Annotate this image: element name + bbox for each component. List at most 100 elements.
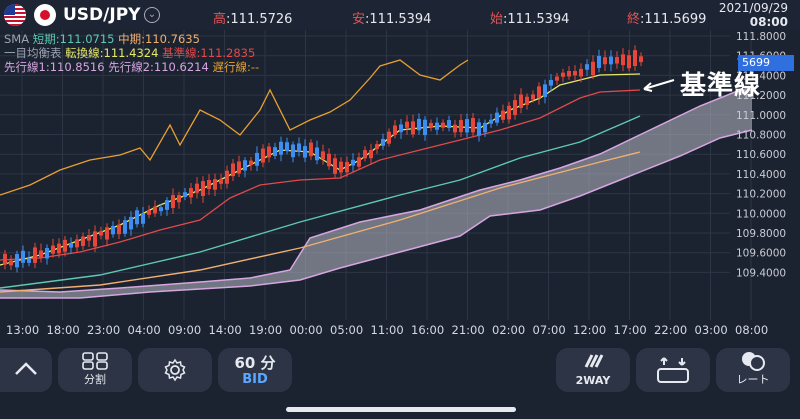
candle-down bbox=[381, 138, 385, 146]
candle-up bbox=[363, 150, 367, 159]
grid-icon bbox=[82, 352, 108, 370]
candle-up bbox=[3, 253, 7, 265]
candle-up bbox=[267, 146, 271, 158]
x-tick-label: 23:00 bbox=[87, 323, 121, 337]
x-tick-label: 00:00 bbox=[289, 323, 323, 337]
candle-down bbox=[609, 56, 613, 65]
open-quote: 始:111.5394 bbox=[490, 12, 570, 27]
candle-up bbox=[519, 94, 523, 108]
candle-up bbox=[33, 247, 37, 263]
candle-down bbox=[123, 220, 127, 234]
sma-short-line bbox=[0, 115, 641, 289]
x-tick-label: 03:00 bbox=[694, 323, 728, 337]
y-tick-label: 110.2000 bbox=[736, 189, 786, 201]
candle-down bbox=[69, 243, 73, 248]
chikou-line bbox=[0, 59, 469, 196]
settings-button[interactable] bbox=[138, 348, 212, 392]
candle-up bbox=[249, 160, 253, 166]
senko-span-b-line bbox=[0, 129, 753, 299]
x-tick-label: 12:00 bbox=[573, 323, 607, 337]
candle-up bbox=[621, 54, 625, 66]
candle-down bbox=[291, 144, 295, 158]
rate-button[interactable]: レート bbox=[716, 348, 790, 392]
candle-up bbox=[573, 71, 577, 76]
home-indicator[interactable] bbox=[286, 407, 516, 412]
candle-up bbox=[63, 239, 67, 252]
candle-up bbox=[93, 231, 97, 247]
x-tick-label: 16:00 bbox=[411, 323, 445, 337]
chevron-down-icon[interactable]: ⌄ bbox=[144, 7, 160, 23]
candle-up bbox=[57, 243, 61, 254]
candle-up bbox=[561, 72, 565, 77]
candle-up bbox=[39, 250, 43, 258]
close-quote: 終:111.5699 bbox=[627, 12, 707, 27]
candle-up bbox=[603, 57, 607, 65]
candle-up bbox=[345, 161, 349, 173]
candle-down bbox=[285, 142, 289, 152]
currency-exchange-icon bbox=[742, 352, 765, 371]
currency-pair[interactable]: USD/JPY bbox=[63, 5, 141, 25]
x-tick-label: 19:00 bbox=[249, 323, 283, 337]
x-tick-label: 05:00 bbox=[330, 323, 364, 337]
candle-down bbox=[141, 213, 145, 224]
collapse-button[interactable] bbox=[0, 348, 52, 392]
candle-down bbox=[27, 258, 31, 263]
rate-label: レート bbox=[736, 373, 770, 386]
candle-up bbox=[195, 183, 199, 193]
sma-legend: SMA 短期:111.0715 中期:110.7635 bbox=[4, 32, 200, 46]
candle-up bbox=[501, 110, 505, 120]
candle-up bbox=[81, 236, 85, 246]
x-tick-label: 08:00 bbox=[735, 323, 769, 337]
candle-down bbox=[15, 254, 19, 268]
candle-up bbox=[393, 125, 397, 136]
candle-up bbox=[327, 153, 331, 167]
sma-mid-line bbox=[0, 151, 641, 293]
candle-down bbox=[447, 120, 451, 129]
split-button[interactable]: 分割 bbox=[58, 348, 132, 392]
candle-up bbox=[459, 120, 463, 133]
candle-up bbox=[9, 260, 13, 266]
candle-up bbox=[213, 179, 217, 190]
candle-down bbox=[129, 216, 133, 230]
y-tick-label: 111.4000 bbox=[736, 70, 786, 82]
interval-button[interactable]: 60 分 BID bbox=[218, 348, 292, 392]
current-price-tag: 5699 bbox=[738, 55, 794, 71]
candle-down bbox=[255, 152, 259, 166]
candle-down bbox=[183, 192, 187, 198]
high-quote: 高:111.5726 bbox=[213, 12, 293, 27]
candle-up bbox=[177, 195, 181, 203]
layout-swap-icon bbox=[657, 357, 689, 383]
kijun-annotation: 基準線 bbox=[680, 71, 762, 101]
candle-up bbox=[219, 178, 223, 184]
candle-up bbox=[51, 245, 55, 254]
price-chart[interactable]: 111.8000111.6000111.4000111.2000111.0000… bbox=[0, 30, 800, 320]
twoway-button[interactable]: 2WAY bbox=[556, 348, 630, 392]
candle-up bbox=[75, 239, 79, 248]
candle-down bbox=[417, 118, 421, 131]
candle-down bbox=[483, 122, 487, 133]
candle-up bbox=[555, 76, 559, 81]
candle-down bbox=[273, 147, 277, 156]
twoway-label: 2WAY bbox=[575, 374, 611, 387]
candle-up bbox=[453, 124, 457, 133]
low-quote: 安:111.5394 bbox=[352, 12, 432, 27]
x-tick-label: 09:00 bbox=[168, 323, 202, 337]
y-tick-label: 110.0000 bbox=[736, 208, 786, 220]
y-tick-label: 109.8000 bbox=[736, 228, 786, 240]
candle-up bbox=[627, 55, 631, 69]
bottom-toolbar: 分割 60 分 BID 2WAY レート bbox=[0, 342, 800, 419]
candle-up bbox=[171, 195, 175, 208]
candle-up bbox=[387, 131, 391, 144]
candle-down bbox=[465, 119, 469, 133]
y-tick-label: 111.2000 bbox=[736, 90, 786, 102]
layout-swap-button[interactable] bbox=[636, 348, 710, 392]
time-text: 08:00 bbox=[749, 15, 788, 29]
y-tick-label: 110.8000 bbox=[736, 130, 786, 142]
jp-flag-icon bbox=[34, 4, 56, 26]
ichimoku-legend: 一目均衡表 転換線:111.4324 基準線:111.2835 bbox=[4, 46, 256, 60]
candle-up bbox=[333, 158, 337, 174]
x-tick-label: 21:00 bbox=[451, 323, 485, 337]
x-axis: 13:00 18:00 23:00 04:00 09:00 14:00 19:00 00:00… bbox=[0, 323, 800, 339]
candle-up bbox=[321, 151, 325, 160]
candle-down bbox=[549, 79, 553, 86]
